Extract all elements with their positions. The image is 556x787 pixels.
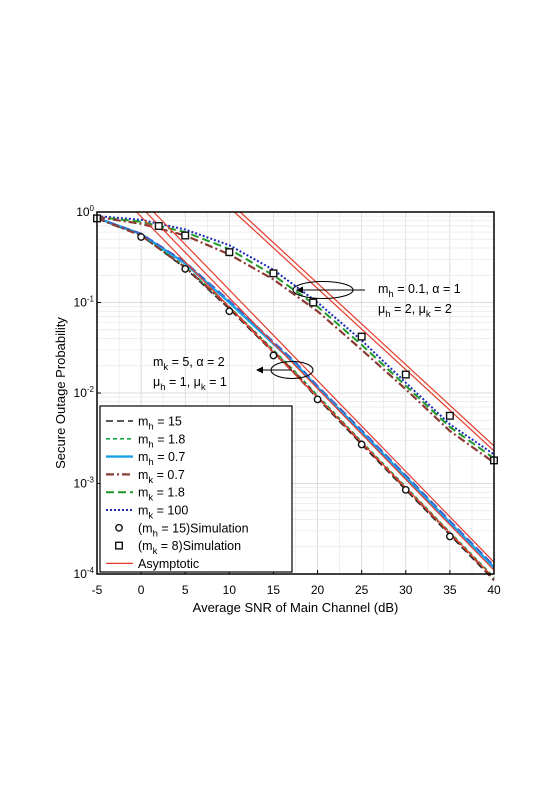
y-tick-label: 10-2	[74, 385, 95, 400]
legend-entry-label: mh = 0.7	[138, 450, 185, 468]
legend-entry-label: (mh = 15)Simulation	[138, 521, 249, 539]
y-axis-label: Secure Outage Probability	[53, 317, 68, 469]
legend-box	[99, 405, 293, 573]
simulation-square-marker	[445, 411, 454, 420]
simulation-square-marker	[401, 370, 410, 379]
asymptotic-line	[233, 211, 495, 452]
simulation-square-marker	[357, 332, 366, 341]
legend-swatch-circle	[115, 523, 123, 532]
legend-entry-label: mk = 100	[138, 504, 188, 522]
x-tick-label: 15	[267, 583, 281, 597]
annotations: mh = 0.1, α = 1 μh = 2, μk = 2 mk = 5, α =…	[153, 280, 461, 393]
asymptotic-line	[153, 211, 495, 563]
series-line-green-longdash	[96, 216, 495, 460]
simulation-markers	[92, 214, 499, 541]
annotation-lower-line2: μh = 1, μk = 1	[153, 375, 227, 393]
legend-entry-label: (mk = 8)Simulation	[138, 539, 241, 557]
annotation-lower-line1: mk = 5, α = 2	[153, 355, 225, 373]
simulation-square-marker	[269, 269, 278, 278]
asymptotic-line	[239, 211, 495, 447]
simulation-circle-marker	[269, 351, 278, 360]
legend-entry-label: Asymptotic	[138, 557, 199, 571]
simulation-circle-marker	[357, 440, 366, 449]
simulation-circle-marker	[401, 485, 410, 494]
x-tick-label: 25	[355, 583, 369, 597]
simulation-circle-marker	[137, 233, 146, 241]
y-tick-label: 10-4	[74, 566, 95, 581]
x-tick-label: 35	[443, 583, 457, 597]
asymptotic-lines	[136, 211, 495, 575]
simulation-square-marker	[181, 231, 190, 240]
x-tick-label: 30	[399, 583, 413, 597]
simulation-square-marker	[225, 248, 234, 257]
x-tick-label: -5	[92, 583, 103, 597]
legend-entry-label: mh = 1.8	[138, 432, 185, 450]
legend-entry-label: mh = 15	[138, 415, 182, 433]
simulation-circle-marker	[445, 532, 454, 541]
axis-ticks: -5 0 5 10 15 20 25 30 35 40 10-4 10-3 10-2 10-1 100	[74, 204, 501, 597]
asymptotic-line	[136, 211, 491, 575]
y-tick-label: 10-1	[74, 295, 95, 310]
x-axis-label: Average SNR of Main Channel (dB)	[193, 600, 399, 615]
x-tick-label: 0	[138, 583, 145, 597]
x-tick-label: 20	[311, 583, 325, 597]
x-tick-label: 10	[223, 583, 237, 597]
legend-entry-label: mk = 1.8	[138, 486, 185, 504]
curves	[96, 215, 495, 581]
x-tick-label: 40	[487, 583, 501, 597]
y-tick-label: 100	[76, 204, 94, 219]
annotation-upper-line2: μh = 2, μk = 2	[378, 302, 452, 320]
simulation-square-marker	[154, 222, 163, 231]
simulation-circle-marker	[313, 395, 322, 404]
legend-entry-label: mk = 0.7	[138, 468, 185, 486]
simulation-circle-marker	[225, 307, 234, 316]
series-line-cyan-solid	[96, 216, 495, 569]
simulation-square-marker	[309, 298, 318, 307]
x-tick-label: 5	[182, 583, 189, 597]
annotation-arrowhead-lower	[256, 366, 263, 374]
annotation-arrowhead-upper	[296, 286, 303, 294]
simulation-circle-marker	[181, 265, 190, 273]
annotation-upper-line1: mh = 0.1, α = 1	[378, 282, 461, 300]
asymptotic-line	[145, 211, 495, 571]
legend-swatch-square	[114, 541, 123, 550]
y-tick-label: 10-3	[74, 476, 95, 491]
